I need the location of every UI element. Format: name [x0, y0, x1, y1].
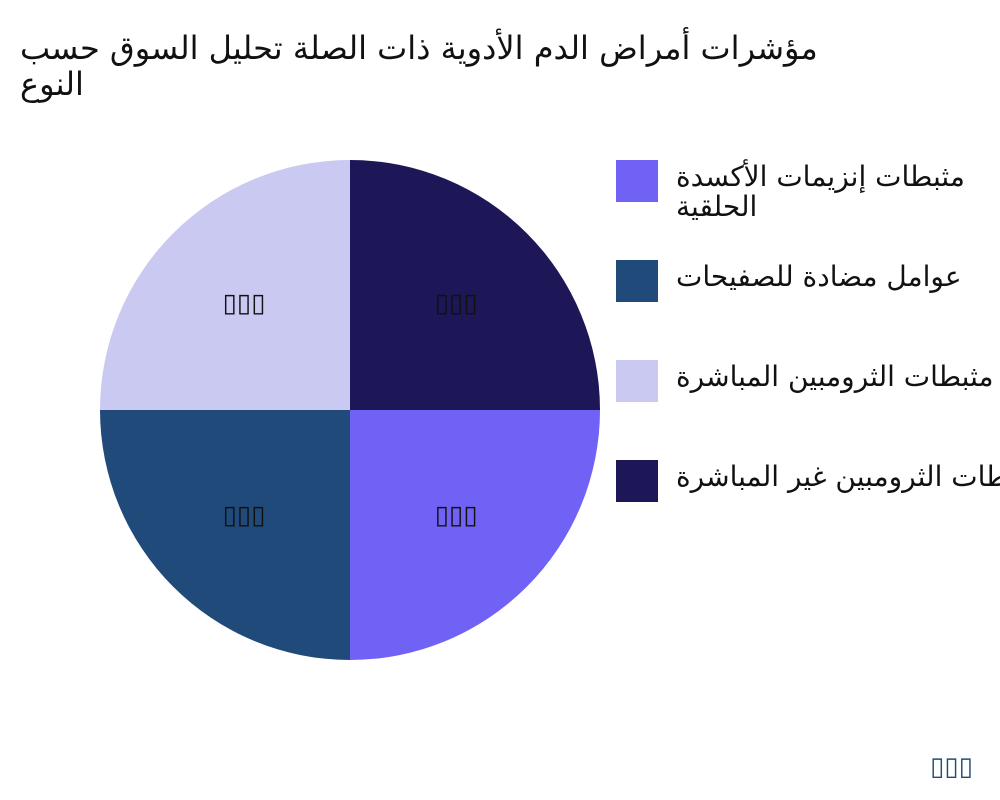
legend-label-indirect-thrombin-inhibitors: مثبطات الثرومبين غير المباشرة: [676, 460, 1000, 493]
legend-swatch-cox-inhibitors: [616, 160, 658, 202]
legend-label-antiplatelet-agents: عوامل مضادة للصفيحات: [676, 260, 962, 293]
pie-slice-0: [350, 410, 600, 660]
legend-label-cox-inhibitors: مثبطات إنزيمات الأكسدة الحلقية: [676, 162, 1000, 222]
legend-swatch-direct-thrombin-inhibitors: [616, 360, 658, 402]
pie-data-label-2: ▯▯▯: [222, 288, 265, 318]
pie-data-label-1: ▯▯▯: [222, 501, 265, 531]
chart-title-line-2: النوع: [20, 65, 84, 103]
legend-swatch-antiplatelet-agents: [616, 260, 658, 302]
legend-label-cox-inhibitors-line-2: الحلقية: [676, 190, 758, 223]
watermark-logo: ▯▯▯: [930, 752, 973, 782]
chart-title: مؤشرات أمراض الدم الأدوية ذات الصلة تحلي…: [20, 30, 1000, 102]
pie-data-label-3: ▯▯▯: [435, 288, 478, 318]
pie-slice-3: [350, 160, 600, 410]
chart-title-line-1: مؤشرات أمراض الدم الأدوية ذات الصلة تحلي…: [20, 29, 818, 67]
pie-slice-2: [100, 160, 350, 410]
legend-swatch-indirect-thrombin-inhibitors: [616, 460, 658, 502]
pie-slice-1: [100, 410, 350, 660]
legend-label-direct-thrombin-inhibitors: مثبطات الثرومبين المباشرة: [676, 360, 994, 393]
pie-data-label-0: ▯▯▯: [435, 501, 478, 531]
legend-label-cox-inhibitors-line-1: مثبطات إنزيمات الأكسدة: [676, 160, 965, 193]
